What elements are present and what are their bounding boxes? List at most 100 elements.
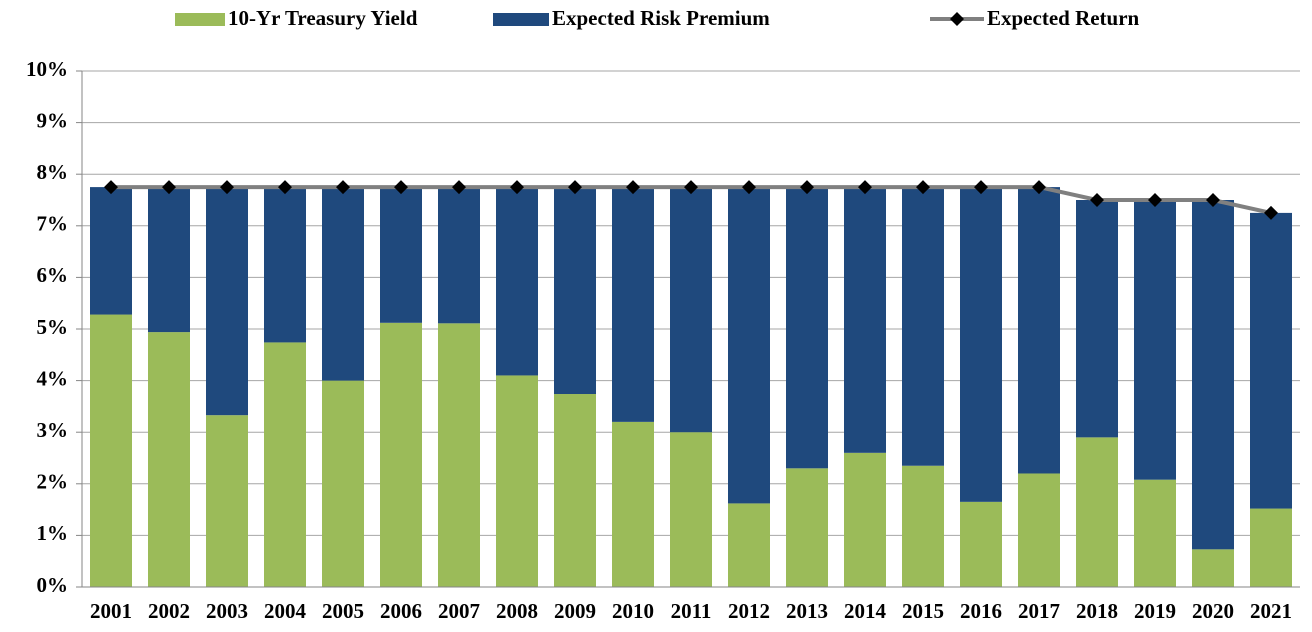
y-tick-label: 7% xyxy=(37,212,69,236)
bar-segment xyxy=(148,332,190,587)
legend-label: Expected Return xyxy=(987,6,1140,30)
y-tick-label: 10% xyxy=(26,57,68,81)
x-tick-label: 2004 xyxy=(264,599,307,623)
bar-segment xyxy=(206,187,248,416)
bar-segment xyxy=(902,187,944,466)
bar-segment xyxy=(1134,200,1176,480)
line-marker xyxy=(1148,193,1162,207)
bar-segment xyxy=(1076,437,1118,587)
y-tick-label: 2% xyxy=(37,470,69,494)
line-marker xyxy=(974,180,988,195)
line-marker xyxy=(1090,193,1104,207)
line-marker xyxy=(742,180,756,195)
x-tick-label: 2013 xyxy=(786,599,828,623)
bar-segment xyxy=(264,187,306,343)
bar-segment xyxy=(670,432,712,587)
bar-segment xyxy=(844,452,886,587)
bar-segment xyxy=(322,187,364,381)
bar-segment xyxy=(1018,473,1060,587)
bar-segment xyxy=(380,187,422,323)
bar-segment xyxy=(206,415,248,587)
bar-segment xyxy=(786,468,828,587)
legend-label: 10-Yr Treasury Yield xyxy=(228,6,418,30)
line-marker xyxy=(1206,193,1220,207)
bar-segment xyxy=(728,503,770,587)
line-marker xyxy=(1264,205,1278,220)
bar-segment xyxy=(264,342,306,587)
line-marker xyxy=(336,180,350,195)
bar-segment xyxy=(1192,549,1234,587)
bar-segment xyxy=(438,187,480,324)
x-tick-label: 2001 xyxy=(90,599,132,623)
x-tick-label: 2011 xyxy=(671,599,712,623)
x-tick-label: 2014 xyxy=(844,599,887,623)
x-tick-label: 2010 xyxy=(612,599,654,623)
bar-segment xyxy=(786,187,828,469)
bar-segment xyxy=(1018,187,1060,474)
bar-segment xyxy=(90,314,132,587)
legend-label: Expected Risk Premium xyxy=(552,6,770,30)
line-marker xyxy=(510,180,524,195)
x-tick-label: 2007 xyxy=(438,599,480,623)
bar-segment xyxy=(148,187,190,333)
x-tick-label: 2019 xyxy=(1134,599,1176,623)
bar-segment xyxy=(322,380,364,587)
bar-segment xyxy=(1250,508,1292,587)
bar-segment xyxy=(380,322,422,587)
line-marker xyxy=(278,180,292,195)
y-tick-label: 8% xyxy=(37,160,69,184)
bar-segment xyxy=(1192,200,1234,550)
y-tick-label: 9% xyxy=(37,108,69,132)
bar-segment xyxy=(496,375,538,587)
bar-segment xyxy=(554,187,596,395)
line-marker xyxy=(1032,180,1046,195)
y-tick-label: 5% xyxy=(37,315,69,339)
bar-segment xyxy=(554,394,596,587)
bar-segment xyxy=(496,187,538,376)
bar-segment xyxy=(90,187,132,315)
line-marker xyxy=(104,180,118,195)
bar-segment xyxy=(1076,200,1118,438)
x-tick-label: 2018 xyxy=(1076,599,1118,623)
legend-swatch xyxy=(175,13,225,26)
x-tick-label: 2005 xyxy=(322,599,364,623)
line-marker xyxy=(568,180,582,195)
legend-swatch xyxy=(493,13,549,26)
bar-segment xyxy=(612,421,654,587)
x-tick-label: 2008 xyxy=(496,599,538,623)
legend-marker xyxy=(950,12,964,26)
line-marker xyxy=(162,180,176,195)
x-tick-label: 2009 xyxy=(554,599,596,623)
y-tick-label: 1% xyxy=(37,521,69,545)
x-tick-label: 2003 xyxy=(206,599,248,623)
bar-segment xyxy=(728,187,770,504)
y-tick-label: 0% xyxy=(37,573,69,597)
line-marker xyxy=(800,180,814,195)
bar-segment xyxy=(670,187,712,433)
line-marker xyxy=(452,180,466,195)
bar-segment xyxy=(1250,212,1292,509)
x-tick-label: 2012 xyxy=(728,599,770,623)
bar-segment xyxy=(438,323,480,587)
bar-segment xyxy=(1134,479,1176,587)
x-tick-label: 2006 xyxy=(380,599,422,623)
y-tick-label: 3% xyxy=(37,418,69,442)
line-marker xyxy=(626,180,640,195)
bar-segment xyxy=(902,465,944,587)
y-tick-label: 4% xyxy=(37,366,69,390)
line-marker xyxy=(858,180,872,195)
x-tick-label: 2002 xyxy=(148,599,190,623)
bar-segment xyxy=(960,187,1002,502)
bar-segment xyxy=(844,187,886,453)
x-tick-label: 2015 xyxy=(902,599,944,623)
y-tick-label: 6% xyxy=(37,263,69,287)
x-tick-label: 2020 xyxy=(1192,599,1234,623)
line-marker xyxy=(394,180,408,195)
x-tick-label: 2016 xyxy=(960,599,1002,623)
bar-segment xyxy=(960,501,1002,587)
line-marker xyxy=(684,180,698,195)
line-marker xyxy=(916,180,930,195)
line-marker xyxy=(220,180,234,195)
x-tick-label: 2017 xyxy=(1018,599,1060,623)
